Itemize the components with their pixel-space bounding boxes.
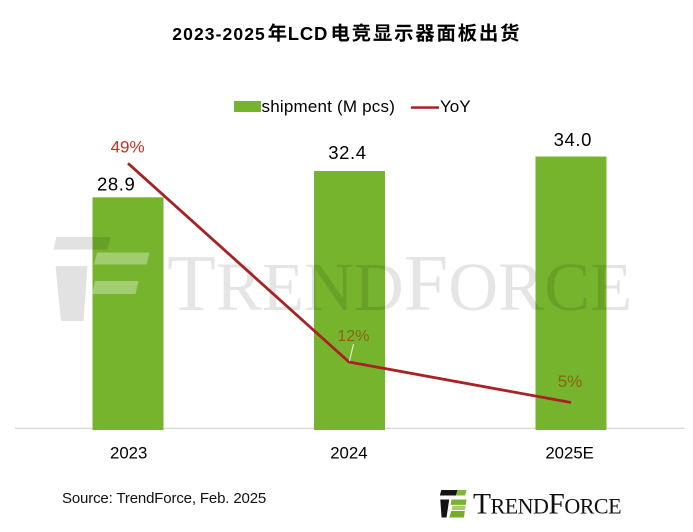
svg-text:34.0: 34.0 — [554, 129, 592, 150]
svg-text:2023: 2023 — [110, 444, 147, 463]
svg-text:TRENDFORCE: TRENDFORCE — [473, 489, 621, 521]
svg-text:32.4: 32.4 — [328, 142, 366, 163]
svg-text:12%: 12% — [337, 328, 369, 345]
svg-text:28.9: 28.9 — [97, 174, 135, 195]
svg-text:2023-2025: 2023-2025 — [172, 24, 266, 44]
svg-text:2024: 2024 — [330, 444, 367, 463]
svg-text:shipment (M pcs): shipment (M pcs) — [262, 97, 396, 116]
svg-text:49%: 49% — [111, 138, 145, 157]
svg-text:2025E: 2025E — [545, 444, 594, 463]
svg-text:Source: TrendForce, Feb. 2025: Source: TrendForce, Feb. 2025 — [62, 490, 266, 507]
svg-text:TRENDFORCE: TRENDFORCE — [167, 240, 632, 328]
svg-text:5%: 5% — [558, 372, 583, 391]
svg-text:YoY: YoY — [440, 97, 471, 116]
svg-text:LCD: LCD — [288, 23, 328, 44]
